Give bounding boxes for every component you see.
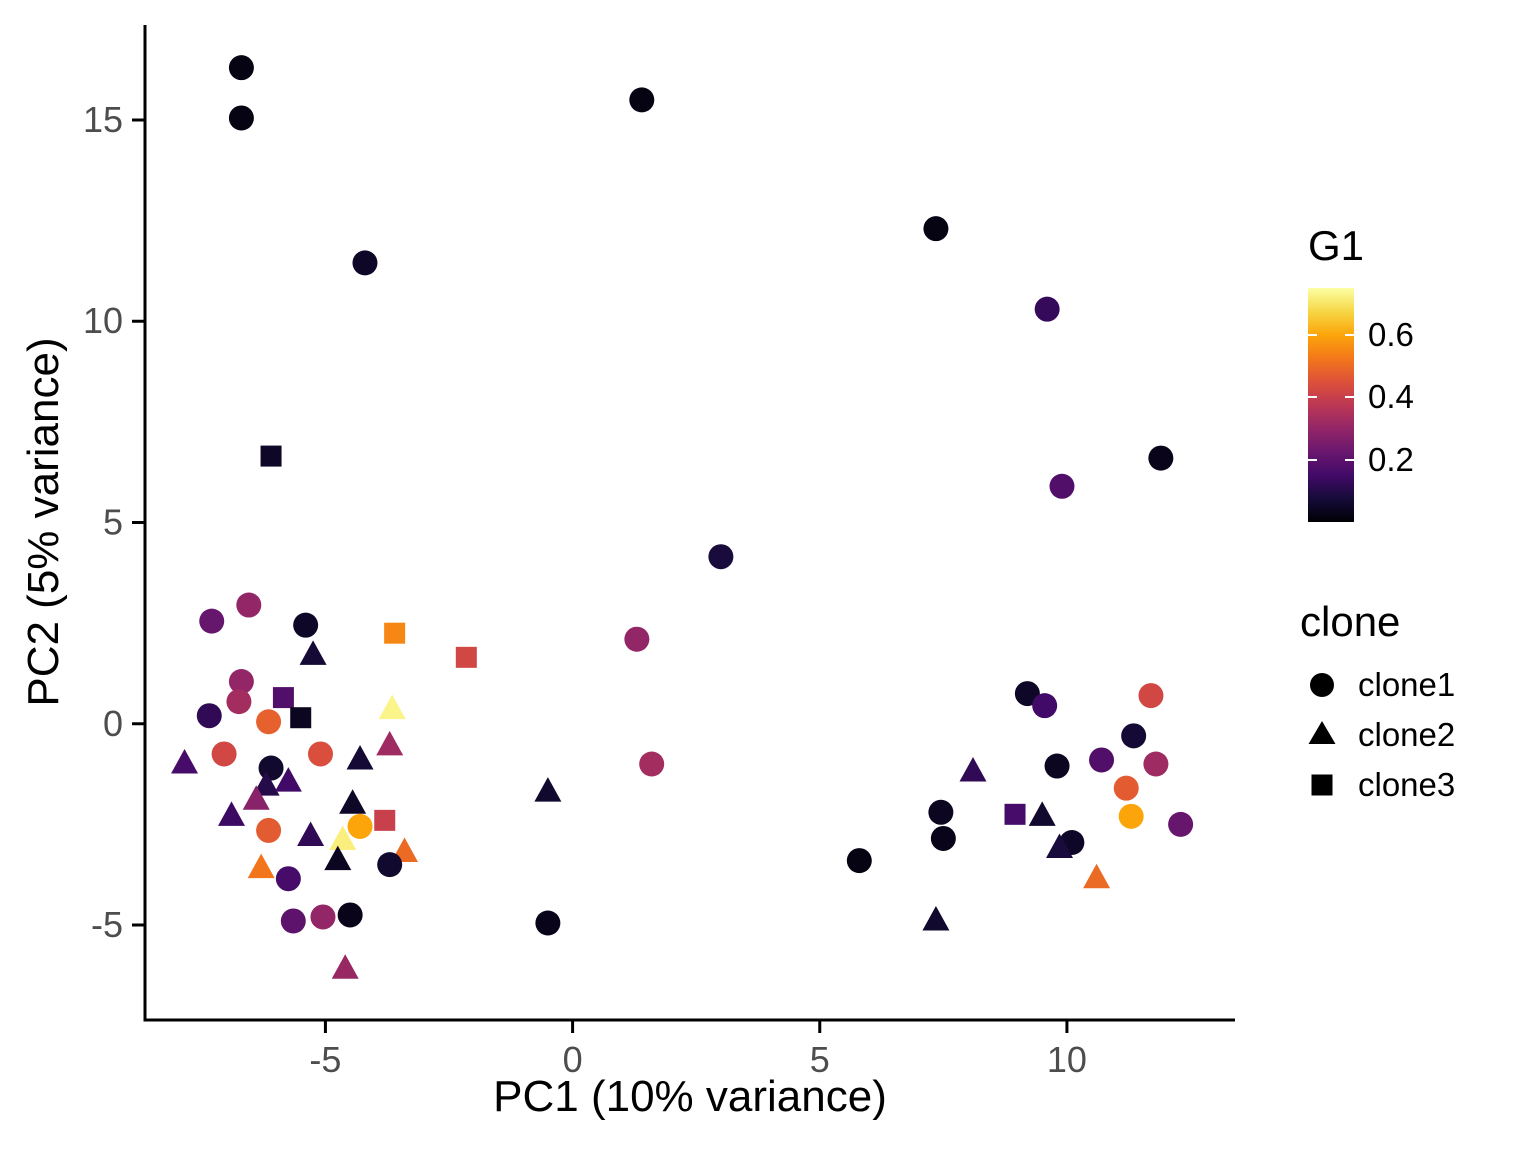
data-point-circle xyxy=(1143,751,1169,777)
data-point-triangle xyxy=(274,767,302,792)
data-point-circle xyxy=(307,741,333,767)
x-tick-label: 0 xyxy=(563,1039,583,1080)
data-point-triangle xyxy=(324,845,352,871)
data-point-circle xyxy=(377,852,403,878)
data-point-circle xyxy=(930,825,956,851)
data-point-circle xyxy=(923,216,949,242)
data-point-circle xyxy=(258,755,284,781)
data-point-triangle xyxy=(346,744,374,770)
data-point-circle xyxy=(310,904,336,930)
x-tick-label: 5 xyxy=(810,1039,830,1080)
data-point-square xyxy=(1004,803,1026,825)
data-point-circle xyxy=(211,741,237,767)
data-point-circle xyxy=(1168,811,1194,837)
data-point-circle xyxy=(928,799,954,825)
data-point-circle xyxy=(1049,473,1075,499)
data-point-triangle xyxy=(247,853,275,879)
data-point-triangle xyxy=(534,777,562,802)
data-point-triangle xyxy=(922,905,950,931)
data-point-circle xyxy=(1118,803,1144,829)
data-point-square xyxy=(272,687,294,709)
data-point-circle xyxy=(1121,723,1147,749)
data-point-triangle xyxy=(376,730,404,756)
data-point-circle xyxy=(1138,683,1164,709)
data-point-triangle xyxy=(299,640,327,665)
data-point-circle xyxy=(280,908,306,934)
data-point-triangle xyxy=(959,757,987,782)
data-point-triangle xyxy=(1046,833,1074,859)
data-point-circle xyxy=(199,608,225,634)
data-point-circle xyxy=(337,902,363,928)
data-point-triangle xyxy=(297,821,325,846)
data-point-circle xyxy=(256,817,282,843)
y-tick-label: 0 xyxy=(103,703,123,744)
data-point-square xyxy=(455,646,477,668)
data-point-circle xyxy=(846,848,872,874)
data-point-triangle xyxy=(171,749,199,774)
data-point-circle xyxy=(196,703,222,729)
data-point-triangle xyxy=(218,801,246,826)
data-point-circle xyxy=(236,592,262,618)
data-point-triangle xyxy=(378,694,406,720)
data-point-circle xyxy=(228,668,254,694)
data-point-circle xyxy=(1148,445,1174,471)
data-point-circle xyxy=(226,689,252,715)
data-point-circle xyxy=(535,910,561,936)
data-point-circle xyxy=(629,87,655,113)
y-tick-label: 15 xyxy=(83,99,123,140)
data-point-circle xyxy=(1089,747,1115,773)
y-tick-label: 5 xyxy=(103,502,123,543)
data-point-circle xyxy=(624,626,650,652)
data-point-circle xyxy=(228,105,254,131)
y-tick-label: 10 xyxy=(83,300,123,341)
data-point-circle xyxy=(1032,693,1058,719)
data-point-circle xyxy=(639,751,665,777)
data-point-circle xyxy=(708,544,734,570)
data-point-triangle xyxy=(252,771,280,796)
data-point-circle xyxy=(256,709,282,735)
data-point-circle xyxy=(347,813,373,839)
data-point-triangle xyxy=(1028,801,1056,826)
data-point-circle xyxy=(1044,753,1070,779)
data-point-square xyxy=(384,622,406,644)
x-axis-title: PC1 (10% variance) xyxy=(493,1072,887,1121)
data-point-square xyxy=(374,809,396,831)
data-point-triangle xyxy=(339,789,367,814)
data-point-triangle xyxy=(242,785,270,810)
x-tick-label: -5 xyxy=(309,1039,341,1080)
data-point-circle xyxy=(275,866,301,892)
data-point-square xyxy=(260,445,282,467)
data-point-triangle xyxy=(1083,863,1111,889)
data-point-circle xyxy=(352,250,378,276)
data-point-circle xyxy=(293,612,319,638)
data-point-triangle xyxy=(331,954,359,979)
x-tick-label: 10 xyxy=(1047,1039,1087,1080)
data-point-square xyxy=(290,707,312,729)
y-axis-title: PC2 (5% variance) xyxy=(19,337,68,707)
data-point-circle xyxy=(228,55,254,81)
data-point-triangle xyxy=(329,825,357,850)
data-point-circle xyxy=(1113,775,1139,801)
data-point-circle xyxy=(1034,296,1060,322)
y-tick-label: -5 xyxy=(91,904,123,945)
